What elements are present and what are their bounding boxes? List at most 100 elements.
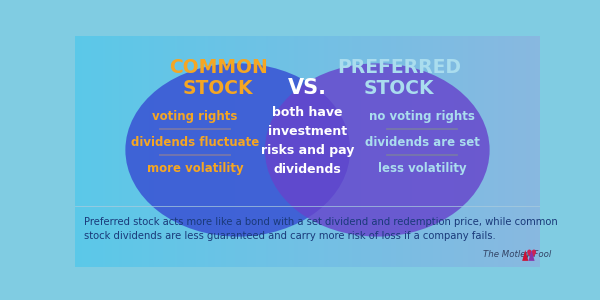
Bar [419, 36, 421, 267]
Bar [317, 36, 319, 267]
Bar [436, 36, 438, 267]
Bar [391, 36, 394, 267]
Bar [263, 36, 266, 267]
Bar [266, 36, 268, 267]
Bar [343, 36, 344, 267]
Bar [231, 36, 233, 267]
Bar [505, 36, 508, 267]
Bar [175, 36, 178, 267]
Bar [364, 36, 365, 267]
Bar [498, 36, 500, 267]
Bar [212, 36, 215, 267]
Bar [271, 36, 272, 267]
Bar [110, 36, 112, 267]
Bar [89, 36, 91, 267]
Bar [487, 36, 489, 267]
Bar [526, 36, 529, 267]
Bar [157, 36, 158, 267]
Bar [417, 36, 419, 267]
Bar [77, 36, 80, 267]
Bar [517, 36, 519, 267]
Bar [531, 36, 533, 267]
Bar [310, 36, 312, 267]
Bar [410, 36, 412, 267]
Bar [198, 36, 200, 267]
Bar [240, 36, 242, 267]
Bar [205, 36, 208, 267]
Text: Preferred stock acts more like a bond with a set dividend and redemption price, : Preferred stock acts more like a bond wi… [84, 217, 558, 241]
Bar [98, 36, 101, 267]
Bar [512, 36, 514, 267]
Bar [421, 36, 424, 267]
Bar [491, 36, 493, 267]
Bar [107, 36, 110, 267]
Bar [463, 36, 466, 267]
Bar [356, 36, 359, 267]
Bar [168, 36, 170, 267]
Bar [101, 36, 103, 267]
Bar [438, 36, 440, 267]
Bar [344, 36, 347, 267]
Bar [138, 36, 140, 267]
Bar [277, 36, 280, 267]
Bar [149, 36, 152, 267]
Bar [470, 36, 473, 267]
Bar [217, 36, 219, 267]
Bar [287, 36, 289, 267]
Bar [86, 36, 89, 267]
Bar [131, 36, 133, 267]
Polygon shape [529, 250, 535, 261]
Bar [250, 36, 252, 267]
Bar [380, 36, 382, 267]
Bar [349, 36, 352, 267]
Bar [359, 36, 361, 267]
Bar [184, 36, 187, 267]
Bar [442, 36, 445, 267]
Bar [415, 36, 417, 267]
Bar [431, 36, 433, 267]
Bar [210, 36, 212, 267]
Bar [124, 36, 126, 267]
Bar [538, 36, 540, 267]
Bar [389, 36, 391, 267]
Bar [247, 36, 250, 267]
Bar [452, 36, 454, 267]
Bar [96, 36, 98, 267]
Bar [235, 36, 238, 267]
Bar [503, 36, 505, 267]
Bar [477, 36, 479, 267]
Text: more volatility: more volatility [147, 162, 244, 175]
Bar [226, 36, 229, 267]
Bar [154, 36, 157, 267]
Bar [445, 36, 447, 267]
Bar [280, 36, 282, 267]
Bar [335, 36, 338, 267]
Text: The Motley Fool: The Motley Fool [482, 250, 551, 259]
Bar [403, 36, 405, 267]
Bar [203, 36, 205, 267]
Bar [377, 36, 380, 267]
Bar [440, 36, 442, 267]
Bar [117, 36, 119, 267]
Bar [105, 36, 107, 267]
Bar [370, 36, 373, 267]
Bar [426, 36, 428, 267]
Bar [233, 36, 235, 267]
Bar [319, 36, 322, 267]
Bar [219, 36, 221, 267]
Bar [524, 36, 526, 267]
Bar [301, 36, 303, 267]
Bar [293, 36, 296, 267]
Bar [268, 36, 271, 267]
Bar [457, 36, 458, 267]
Bar [166, 36, 168, 267]
Bar [328, 36, 331, 267]
Bar [396, 36, 398, 267]
Bar [401, 36, 403, 267]
Bar [533, 36, 535, 267]
Bar [384, 36, 386, 267]
Bar [479, 36, 482, 267]
Bar [147, 36, 149, 267]
Bar [215, 36, 217, 267]
Text: no voting rights: no voting rights [369, 110, 475, 123]
